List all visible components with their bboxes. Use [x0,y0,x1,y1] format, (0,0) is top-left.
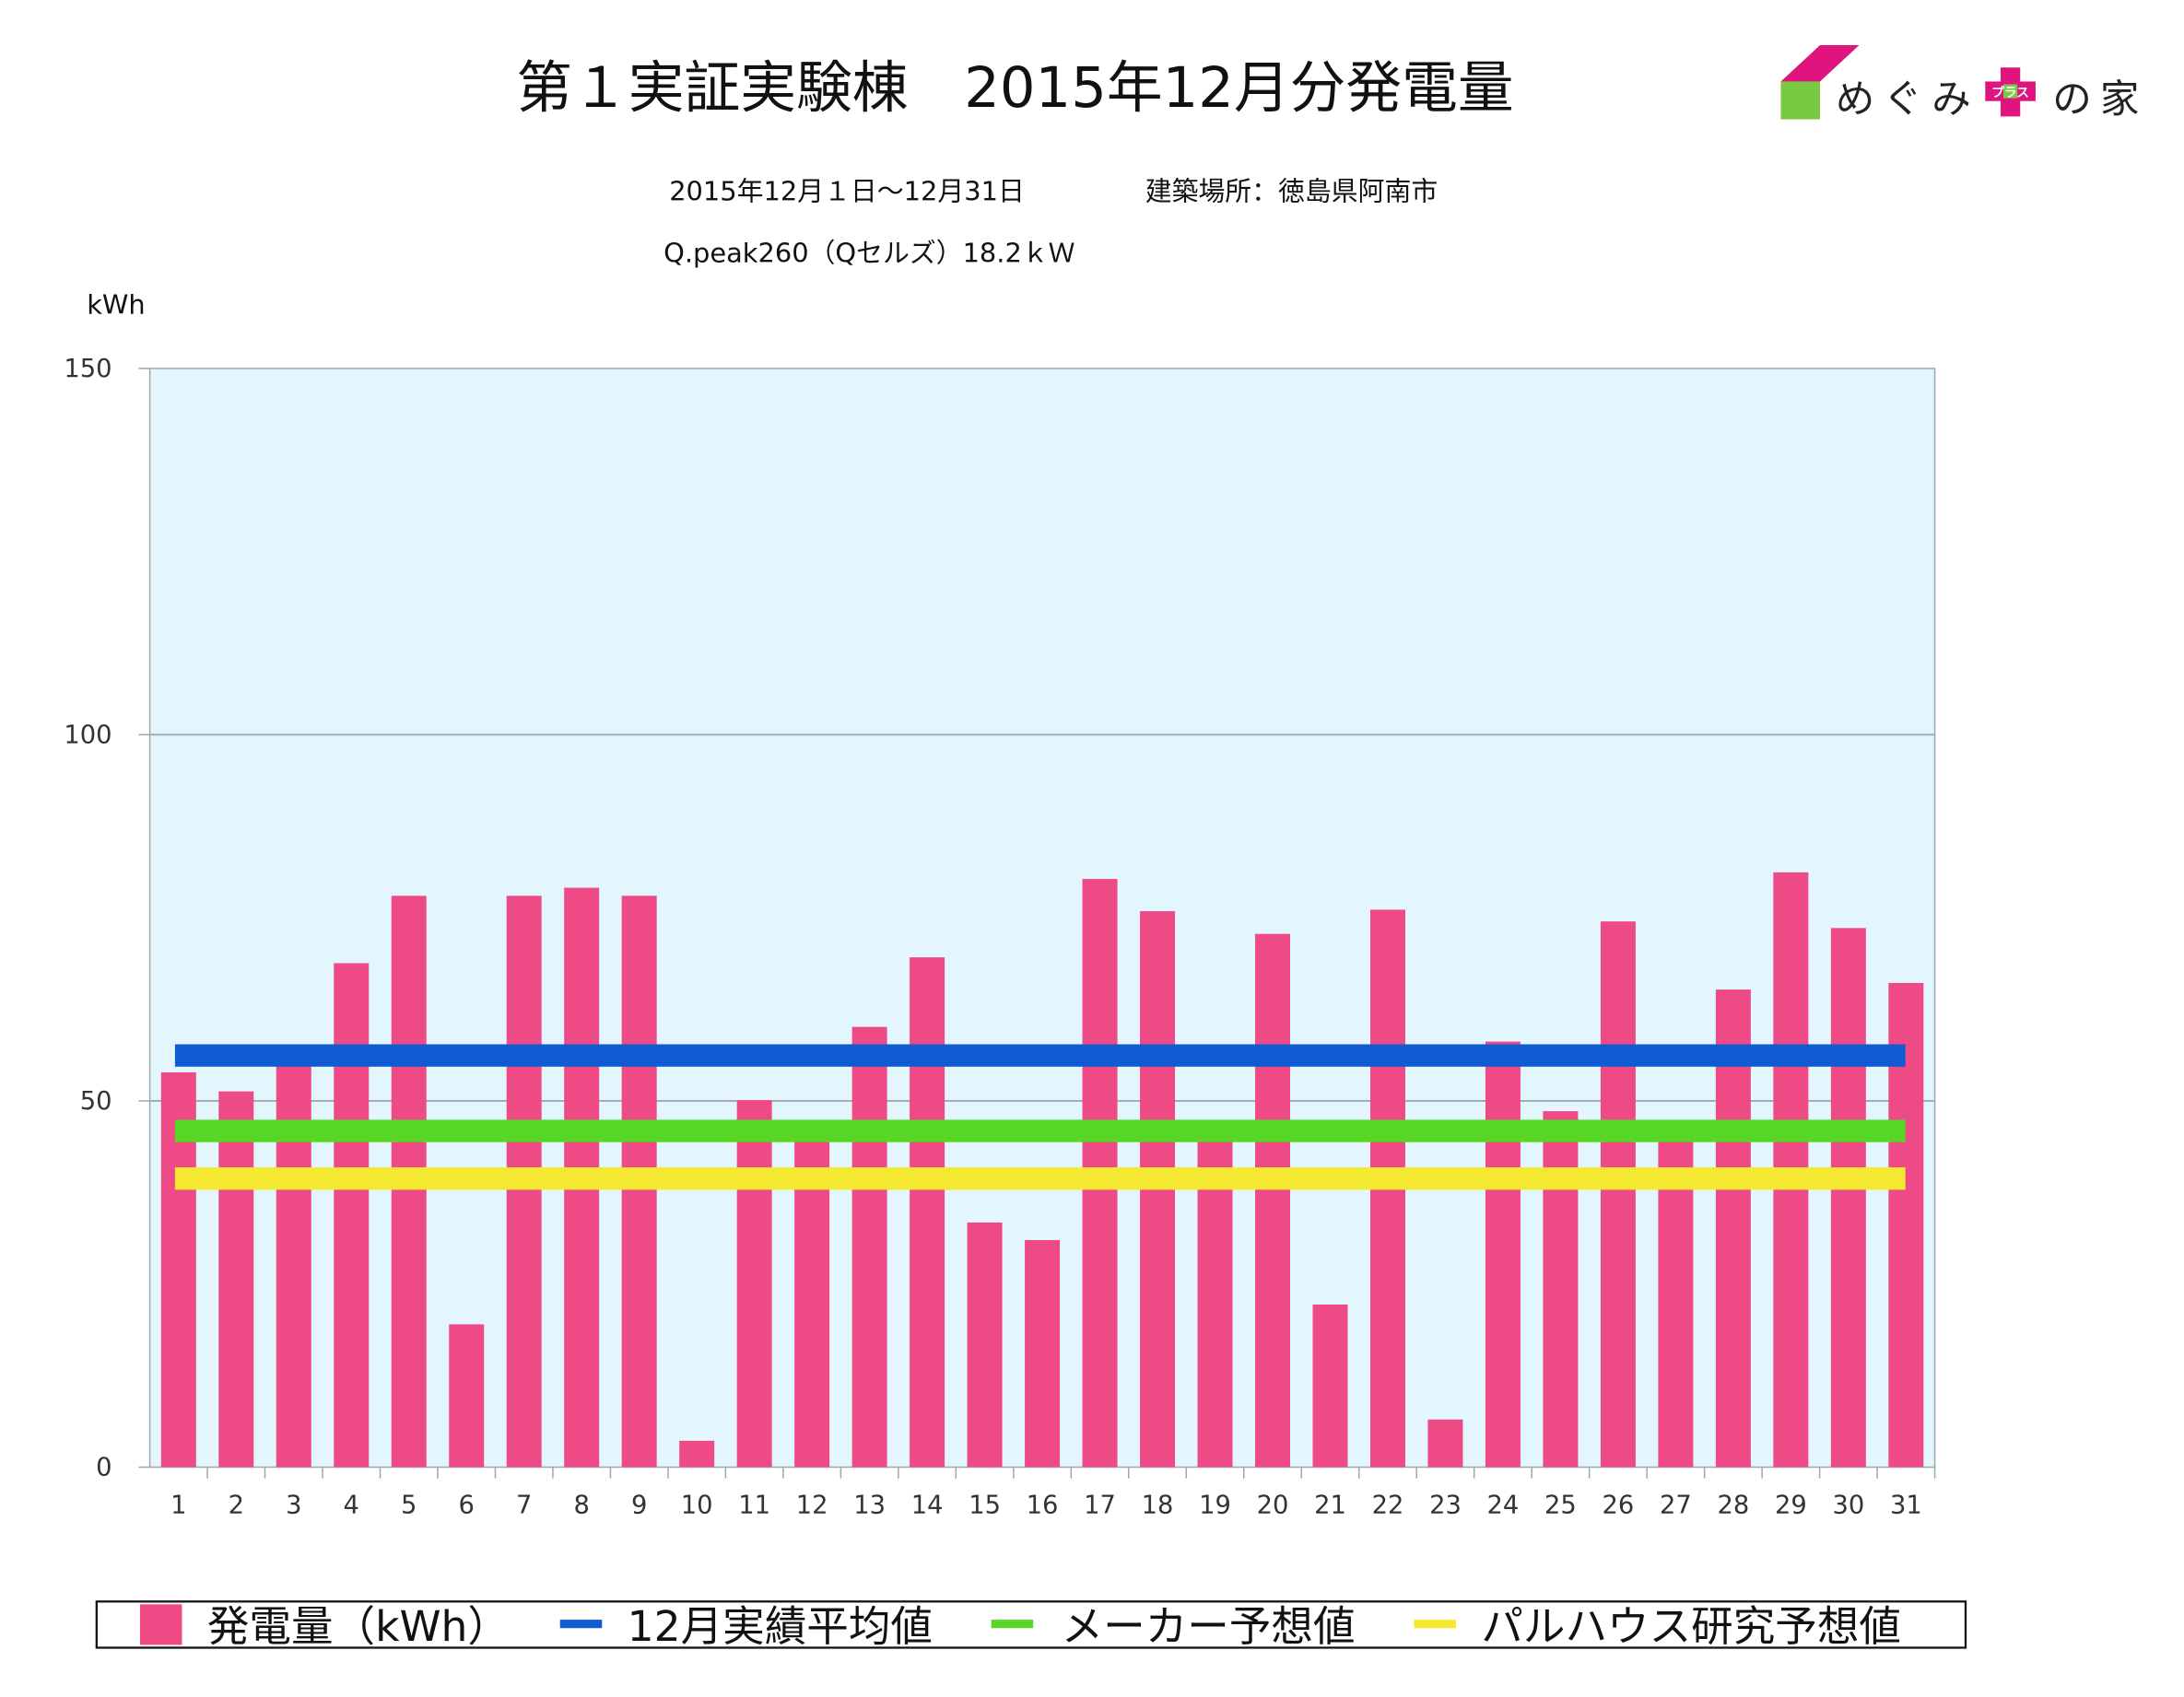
bar-day-11 [736,1100,772,1468]
x-tick-label: 26 [1603,1492,1635,1520]
legend-label-average: 12月実績平均値 [628,1602,933,1651]
x-tick-label: 17 [1084,1492,1116,1520]
logo: めぐみ プラス の家 [1780,44,2147,123]
x-tick-label: 12 [796,1492,828,1520]
x-tick-label: 9 [631,1492,647,1520]
x-tick-label: 23 [1429,1492,1462,1520]
x-tick-label: 5 [401,1492,417,1520]
x-tick-label: 30 [1832,1492,1864,1520]
x-tick-label: 29 [1775,1492,1807,1520]
legend-label-research: パルハウス研究予想値 [1481,1602,1901,1651]
bar-day-23 [1427,1419,1463,1468]
x-tick-label: 14 [911,1492,944,1520]
bar-day-20 [1255,933,1290,1468]
x-tick-label: 28 [1717,1492,1749,1520]
legend-swatch-research [1414,1620,1456,1629]
bar-day-30 [1830,928,1866,1468]
x-tick-label: 11 [738,1492,770,1520]
system-label: Q.peak260（Qセルズ）18.2ｋＷ [663,237,1074,268]
x-tick-label: 1 [170,1492,186,1520]
x-tick-label: 25 [1544,1492,1577,1520]
y-tick-label: 0 [96,1454,112,1482]
x-tick-label: 8 [573,1492,589,1520]
y-tick-label: 50 [80,1087,112,1116]
x-tick-label: 13 [853,1492,886,1520]
bar-day-26 [1600,921,1636,1468]
x-tick-label: 21 [1314,1492,1346,1520]
bar-day-25 [1543,1111,1579,1468]
x-tick-label: 27 [1660,1492,1692,1520]
bar-day-14 [910,957,945,1468]
bar-day-3 [276,1057,311,1468]
x-tick-label: 3 [286,1492,301,1520]
x-tick-label: 16 [1027,1492,1059,1520]
x-tick-label: 4 [344,1492,359,1520]
legend-swatch-generation [139,1604,182,1645]
x-tick-label: 22 [1372,1492,1404,1520]
x-tick-label: 20 [1257,1492,1289,1520]
logo-text-end: の家 [2052,77,2147,123]
maker-forecast-line [174,1119,1906,1142]
x-tick-label: 31 [1890,1492,1922,1520]
y-tick-label: 100 [64,721,112,750]
bar-day-27 [1658,1137,1694,1468]
x-tick-label: 2 [229,1492,244,1520]
bar-day-13 [851,1026,887,1468]
bar-day-24 [1485,1041,1521,1468]
bar-day-6 [449,1324,485,1468]
period-label: 2015年12月１日～12月31日 [669,176,1025,207]
bar-day-28 [1715,989,1751,1468]
bar-day-16 [1025,1240,1061,1468]
chart-title: 第１実証実験棟 2015年12月分発電量 [516,56,1513,121]
x-tick-label: 24 [1487,1492,1520,1520]
location-label: 建築場所：徳島県阿南市 [1145,176,1438,207]
legend-swatch-average [559,1620,603,1629]
x-tick-label: 15 [969,1492,1001,1520]
y-axis-label: kWh [87,289,146,321]
x-tick-label: 19 [1199,1492,1231,1520]
average-line [174,1044,1906,1067]
legend: 発電量（kWh） 12月実績平均値 メーカー予想値 パルハウス研究予想値 [95,1600,1967,1651]
bar-day-10 [679,1440,715,1468]
legend-swatch-maker [991,1620,1034,1629]
logo-text-plus: プラス [1991,86,2029,100]
y-tick-label: 150 [64,355,112,383]
logo-text-main: めぐみ [1836,77,1979,123]
x-tick-label: 10 [681,1492,713,1520]
logo-roof-icon [1780,44,1860,82]
legend-label-maker: メーカー予想値 [1062,1602,1356,1651]
bar-day-21 [1312,1304,1348,1468]
legend-label-generation: 発電量（kWh） [207,1602,510,1651]
bar-day-4 [334,963,370,1468]
x-tick-label: 7 [516,1492,532,1520]
bar-day-2 [218,1091,254,1468]
x-tick-label: 6 [459,1492,475,1520]
bar-day-15 [967,1222,1003,1468]
logo-house-icon [1780,81,1820,120]
research-forecast-line [174,1167,1906,1190]
x-tick-label: 18 [1142,1492,1174,1520]
logo-plus-icon: プラス [1985,67,2036,117]
